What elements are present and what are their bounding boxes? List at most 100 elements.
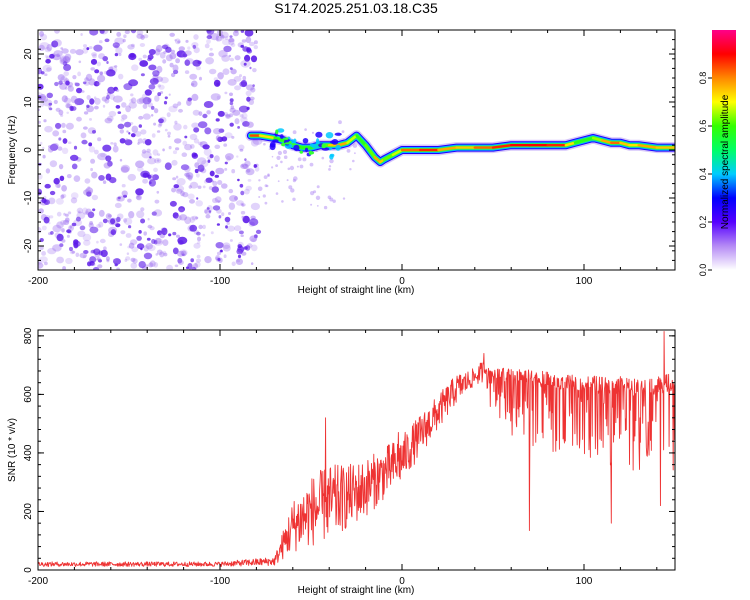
noise-blob (214, 144, 221, 149)
noise-blob (241, 164, 244, 168)
noise-blob (221, 212, 225, 217)
noise-blob (240, 44, 244, 48)
noise-blob (197, 164, 205, 172)
noise-blob (110, 142, 114, 145)
noise-blob (169, 32, 175, 37)
noise-blob (179, 214, 188, 221)
noise-blob (251, 244, 258, 252)
x-tick-label: -100 (210, 276, 230, 287)
ridge-blob (269, 143, 276, 151)
noise-blob (173, 184, 180, 189)
noise-blob (243, 62, 247, 66)
noise-blob (182, 192, 189, 198)
noise-blob (168, 145, 172, 150)
noise-blob (187, 97, 192, 102)
noise-blob (178, 208, 185, 213)
noise-blob (48, 197, 56, 205)
noise-blob (143, 231, 147, 236)
noise-blob (286, 179, 289, 182)
noise-blob (185, 39, 189, 43)
noise-blob (41, 198, 47, 204)
noise-blob (113, 258, 117, 262)
y-tick-label: -20 (23, 238, 34, 253)
colorbar-tick-label: 0.4 (698, 168, 708, 181)
ridge-blob (279, 134, 284, 140)
noise-blob (60, 55, 67, 63)
noise-blob (71, 163, 78, 170)
noise-blob (287, 167, 291, 171)
noise-blob (105, 213, 112, 220)
noise-blob (92, 262, 96, 266)
noise-blob (56, 211, 62, 217)
noise-blob (82, 255, 87, 259)
noise-blob (147, 224, 153, 229)
noise-blob (246, 121, 254, 128)
noise-blob (140, 129, 147, 135)
noise-blob (96, 258, 99, 261)
chart-title: S174.2025.251.03.18.C35 (274, 0, 438, 16)
noise-blob (48, 102, 53, 106)
ridge-blob (293, 144, 300, 152)
noise-blob (142, 113, 151, 120)
noise-blob (138, 57, 143, 62)
noise-blob (252, 84, 255, 87)
noise-blob (152, 174, 160, 181)
noise-blob (141, 151, 152, 159)
noise-blob (100, 153, 106, 158)
noise-blob (224, 91, 228, 95)
ridge-blob (299, 150, 303, 154)
noise-blob (114, 65, 118, 68)
noise-blob (152, 149, 159, 156)
noise-blob (240, 202, 244, 206)
noise-blob (89, 118, 92, 121)
noise-blob (116, 213, 124, 220)
noise-blob (197, 236, 201, 242)
noise-blob (61, 185, 67, 192)
noise-blob (193, 127, 200, 133)
noise-blob (98, 53, 106, 60)
noise-blob (214, 174, 219, 178)
noise-blob (252, 68, 257, 73)
noise-blob (224, 167, 228, 171)
noise-blob (229, 101, 234, 106)
noise-blob (97, 137, 102, 142)
noise-blob (179, 249, 188, 256)
x-tick-label: 0 (399, 576, 405, 587)
noise-blob (232, 109, 241, 116)
noise-blob (174, 264, 179, 268)
noise-blob (223, 45, 232, 53)
noise-blob (304, 128, 307, 131)
noise-blob (220, 249, 223, 253)
top-x-axis: -200 -100 0 100 (28, 30, 658, 287)
noise-blob (138, 124, 142, 128)
noise-blob (98, 209, 105, 217)
noise-blob (167, 131, 171, 136)
noise-blob (160, 76, 169, 84)
noise-blob (140, 34, 145, 40)
noise-blob (67, 85, 72, 89)
noise-blob (250, 139, 259, 147)
noise-blob (117, 123, 125, 129)
noise-blob (41, 225, 47, 231)
noise-blob (87, 261, 92, 267)
noise-blob (38, 92, 44, 100)
ridge-core-segment (601, 139, 613, 145)
noise-blob (316, 150, 318, 153)
noise-blob (296, 165, 299, 168)
noise-blob (255, 229, 262, 234)
noise-blob (184, 70, 190, 74)
noise-blob (249, 235, 258, 242)
noise-blob (187, 46, 191, 50)
noise-blob (78, 210, 81, 214)
noise-blob (245, 90, 252, 97)
noise-blob (132, 258, 138, 264)
noise-blob (57, 184, 61, 189)
noise-blob (127, 198, 132, 203)
noise-blob (72, 75, 77, 80)
y-tick-label: 800 (23, 327, 34, 344)
noise-blob (50, 231, 54, 235)
noise-blob (65, 80, 70, 86)
noise-blob (153, 108, 159, 114)
noise-blob (130, 257, 136, 262)
noise-blob (54, 30, 60, 34)
